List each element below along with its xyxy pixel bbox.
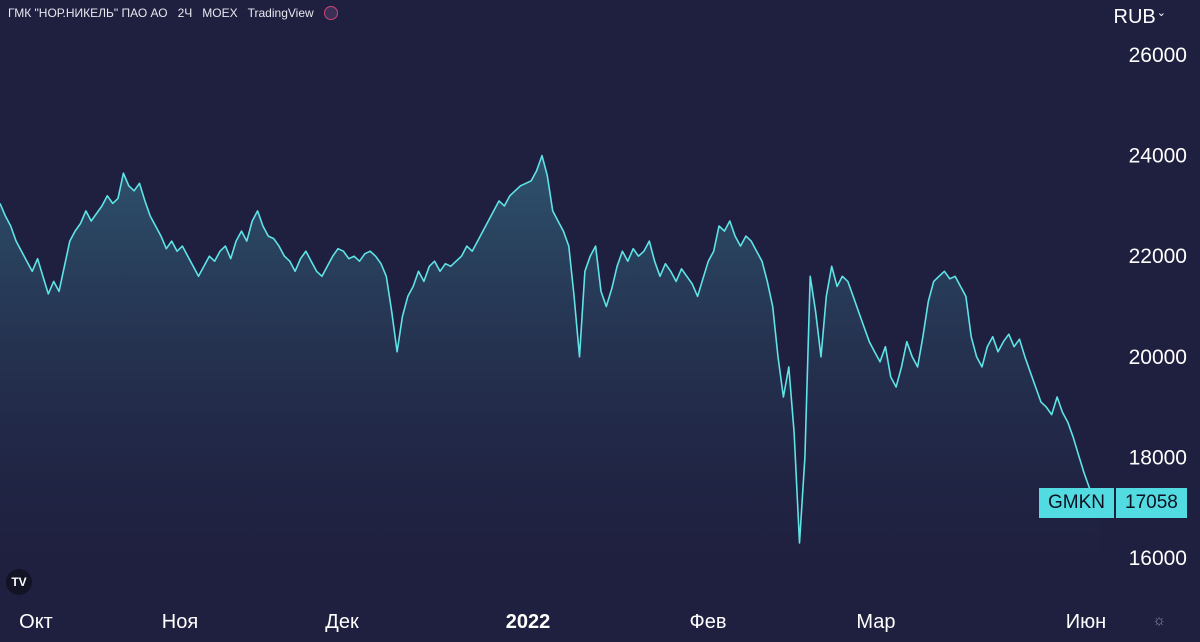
settings-icon[interactable]: ☼ [1152,612,1166,629]
y-tick-label: 20000 [1129,346,1187,369]
currency-selector[interactable]: RUB⌄ [1114,6,1166,29]
y-tick-label: 16000 [1129,547,1187,570]
y-tick-label: 22000 [1129,245,1187,268]
y-tick-label: 24000 [1129,145,1187,168]
last-price-label: 17058 [1116,488,1187,518]
indicator-icon[interactable] [323,6,338,20]
last-price-badge: GMKN 17058 [1039,488,1187,518]
tradingview-logo-icon[interactable]: TV [6,569,32,595]
x-tick-label: Ноя [162,611,198,633]
x-tick-label: Дек [325,611,359,633]
price-line [0,154,1101,544]
symbol-label: GMKN [1039,488,1114,518]
y-axis: 26000 24000 22000 20000 18000 16000 [1129,44,1187,570]
x-tick-label: Июн [1066,611,1106,633]
badge-divider [1114,488,1116,518]
brand-label: TradingView [247,6,314,20]
chart-header: ГМК "НОР.НИКЕЛЬ" ПАО АО 2Ч MOEX TradingV… [8,6,338,20]
currency-label: RUB [1113,6,1156,28]
exchange-label: MOEX [202,6,238,20]
y-tick-label: 18000 [1129,446,1187,469]
y-tick-label: 26000 [1129,44,1187,67]
x-axis: Окт Ноя Дек 2022 Фев Мар Июн [19,611,1106,633]
price-area [0,155,1100,595]
chevron-down-icon: ⌄ [1156,7,1166,19]
interval-label[interactable]: 2Ч [177,6,193,20]
x-tick-label: 2022 [506,611,551,633]
x-tick-label: Фев [690,611,727,633]
x-tick-label: Мар [856,611,895,633]
ticker-name: ГМК "НОР.НИКЕЛЬ" ПАО АО [8,6,168,20]
x-tick-label: Окт [19,611,53,633]
